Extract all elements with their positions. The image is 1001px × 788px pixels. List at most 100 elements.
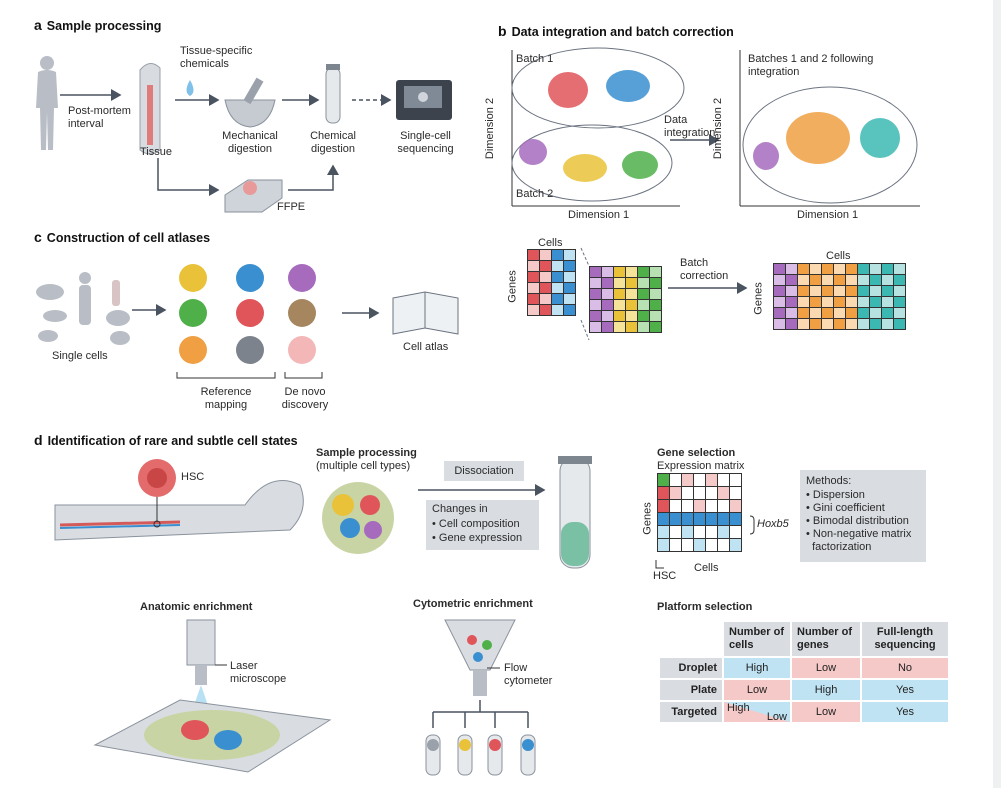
dimension-2-label-right: Dimension 2 [712, 97, 725, 160]
bone-cross-section-icon [54, 480, 304, 541]
sample-processing-title: Sample processing [316, 447, 417, 459]
targeted-cells-low: Low [766, 711, 787, 723]
page-edge-bar [993, 0, 1001, 788]
flow-cytometer-icon [432, 619, 529, 728]
method-bimodal: • Bimodal distribution [806, 515, 909, 527]
ffpe-label: FFPE [277, 201, 306, 213]
organisms-icon [36, 272, 130, 345]
row-targeted: Targeted [658, 700, 724, 724]
hsc-column-label: HSC [653, 570, 677, 582]
table-row: Plate Low High Yes [658, 678, 950, 702]
cell-grid-icons [179, 264, 316, 364]
plate-cells: Low [722, 678, 792, 702]
tissue-slide-icon [93, 699, 332, 773]
dissociation-label: Dissociation [454, 465, 514, 477]
batch-2-label: Batch 2 [516, 188, 554, 200]
genes-label-d: Genes [641, 502, 654, 535]
droplet-cells: High [722, 656, 792, 680]
header-genes: Number of genes [790, 620, 862, 658]
hsc-label: HSC [181, 471, 205, 483]
cell-atlas-label: Cell atlas [403, 341, 449, 353]
human-silhouette-icon [36, 56, 58, 150]
cells-label-matrix2: Cells [826, 250, 851, 262]
sequencer-icon [396, 80, 452, 120]
book-icon [392, 291, 459, 335]
droplet-full: No [860, 656, 950, 680]
changes-in-label: Changes in [432, 503, 488, 515]
platform-table: Number of cells Number of genes Full-len… [658, 620, 950, 724]
header-full-length: Full-length sequencing [860, 620, 950, 658]
laser-microscope-label: Laser microscope [230, 660, 287, 685]
panel-b-title: b Data integration and batch correction [498, 23, 734, 39]
tube-icon-large [558, 456, 592, 569]
chemicals-label: Tissue-specific chemicals [180, 45, 253, 70]
mechanical-digestion-label: Mechanical digestion [222, 130, 278, 155]
row-droplet: Droplet [658, 656, 724, 680]
method-nmf-cont: factorization [806, 541, 872, 553]
cytometric-enrichment-title: Cytometric enrichment [413, 598, 533, 610]
plate-full: Yes [860, 678, 950, 702]
targeted-cells-high: High [727, 702, 750, 714]
droplet-icon [186, 80, 194, 96]
method-gini: • Gini coefficient [806, 502, 885, 514]
platform-selection-title: Platform selection [657, 601, 753, 613]
gene-selection-title: Gene selection [657, 447, 736, 459]
batch1-matrix [527, 249, 576, 316]
integration-result-label: Batches 1 and 2 following integration [748, 53, 874, 78]
chemical-digestion-label: Chemical digestion [310, 130, 356, 155]
dissociation-box: Dissociation [444, 461, 524, 481]
tube-icon [325, 64, 341, 124]
tissue-label: Tissue [140, 146, 172, 158]
data-integration-label: Data integration [664, 114, 716, 139]
droplet-genes: Low [790, 656, 862, 680]
cell-cluster-icon [322, 482, 394, 554]
mortar-pestle-icon [224, 77, 276, 128]
batch2-matrix [589, 266, 662, 333]
de-novo-discovery-label: De novo discovery [281, 386, 329, 411]
targeted-cells: High Low [722, 700, 792, 724]
methods-box: Methods: • Dispersion • Gini coefficient… [800, 470, 926, 562]
post-mortem-label: Post-mortem interval [68, 105, 131, 130]
collection-tubes-icon [425, 734, 536, 776]
plate-genes: High [790, 678, 862, 702]
anatomic-enrichment-title: Anatomic enrichment [140, 601, 253, 613]
panel-c-title: c Construction of cell atlases [34, 229, 211, 245]
corrected-matrix [773, 263, 906, 330]
genes-label-matrix2: Genes [752, 282, 765, 315]
dimension-1-label-left: Dimension 1 [568, 209, 630, 221]
expression-matrix [657, 473, 742, 552]
hsc-cell-icon [138, 459, 176, 528]
method-dispersion: • Dispersion [806, 489, 865, 501]
panel-d-title: d Identification of rare and subtle cell … [34, 432, 298, 448]
dimension-1-label-right: Dimension 1 [797, 209, 859, 221]
sample-processing-subtitle: (multiple cell types) [316, 460, 411, 472]
cells-label-matrix1: Cells [538, 237, 563, 249]
expression-matrix-label: Expression matrix [657, 460, 745, 472]
targeted-genes: Low [790, 700, 862, 724]
changes-box: Changes in • Cell composition • Gene exp… [426, 500, 539, 550]
change-gene-expression: • Gene expression [432, 532, 523, 544]
table-row: Targeted High Low Low Yes [658, 700, 950, 724]
hoxb5-label: Hoxb5 [757, 518, 789, 530]
panel-a-title: a Sample processing [34, 17, 162, 33]
method-nmf: • Non-negative matrix [806, 528, 912, 540]
flow-cytometer-label: Flow cytometer [504, 662, 553, 687]
genes-label-matrix1: Genes [506, 270, 519, 303]
header-cells: Number of cells [722, 620, 792, 658]
reference-mapping-label: Reference mapping [200, 386, 252, 411]
change-cell-composition: • Cell composition [432, 518, 520, 530]
batch-1-label: Batch 1 [516, 53, 554, 65]
ffpe-block-icon [224, 179, 283, 213]
batch-correction-label: Batch correction [680, 257, 729, 282]
dimension-2-label-left: Dimension 2 [484, 97, 497, 160]
table-row: Droplet High Low No [658, 656, 950, 680]
sequencing-label: Single-cell sequencing [397, 130, 454, 155]
batch-scatter-plot [511, 47, 685, 207]
bone-icon [139, 63, 161, 155]
single-cells-label: Single cells [52, 350, 108, 362]
cells-label-d: Cells [694, 562, 719, 574]
integrated-scatter-plot [739, 50, 920, 207]
table-header-row: Number of cells Number of genes Full-len… [658, 620, 950, 658]
row-plate: Plate [658, 678, 724, 702]
